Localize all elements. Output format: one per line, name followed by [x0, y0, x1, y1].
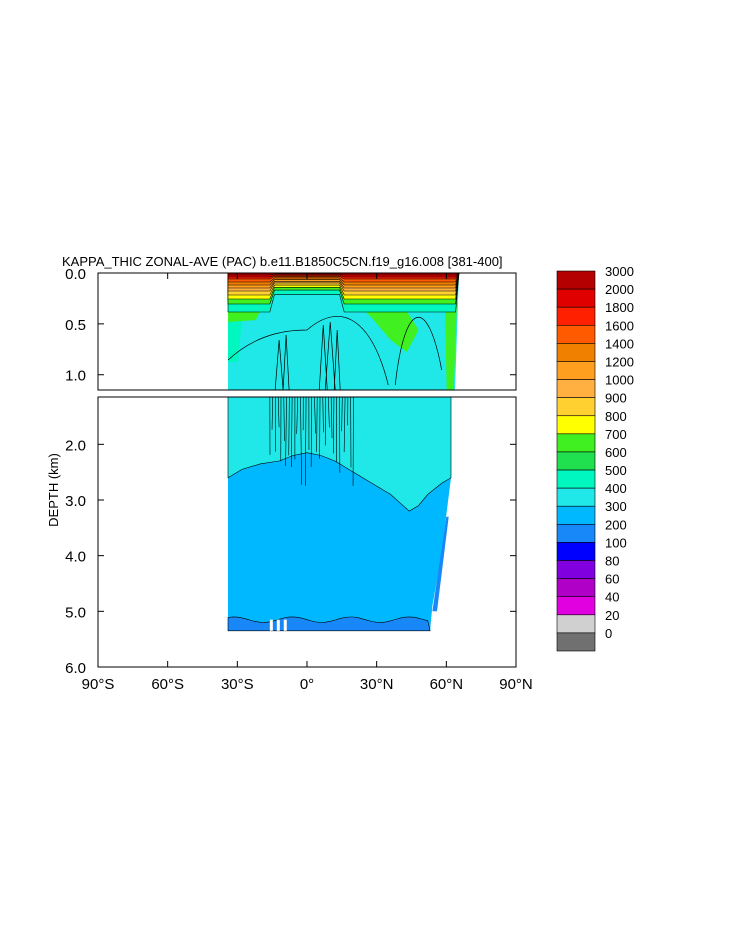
- colorbar-swatch: [556, 524, 596, 543]
- colorbar-swatch: [556, 324, 596, 344]
- colorbar-swatch: [556, 288, 596, 308]
- tropical-column-0: [274, 339, 284, 390]
- y-axis-label: DEPTH (km): [46, 453, 61, 527]
- deep-column-line: [314, 397, 316, 434]
- colorbar-swatch: [556, 542, 596, 561]
- deep-column-line: [343, 397, 346, 453]
- colorbar-label: 100: [605, 535, 627, 550]
- colorbar-label: 300: [605, 499, 627, 514]
- tropical-column-1: [282, 334, 290, 390]
- tropical-column-4: [333, 329, 341, 390]
- x-tick-label: 60°N: [430, 676, 464, 693]
- bathymetry-gap-2: [283, 619, 287, 631]
- y-tick-label: 0.0: [65, 266, 86, 283]
- deep-column-line: [300, 397, 302, 485]
- deep-column-line: [322, 397, 324, 433]
- bathymetry-gap-0: [269, 619, 273, 631]
- colorbar-label: 3000: [605, 264, 634, 279]
- colorbar-label: 80: [605, 554, 619, 569]
- contour-line: [227, 316, 389, 386]
- colorbar: 3000200018001600140012001000900800700600…: [556, 264, 634, 652]
- colorbar-swatch: [556, 560, 596, 579]
- upper-panel-fields: [227, 273, 460, 390]
- y-tick-label: 4.0: [65, 549, 86, 566]
- colorbar-label: 60: [605, 572, 619, 587]
- deep-column-line: [305, 397, 307, 486]
- colorbar-swatch: [556, 433, 596, 453]
- x-tick-label: 30°N: [360, 676, 394, 693]
- colorbar-label: 40: [605, 590, 619, 605]
- tropical-column-2: [318, 324, 328, 390]
- colorbar-label: 0: [605, 626, 612, 641]
- colorbar-label: 500: [605, 463, 627, 478]
- deep-column-line: [288, 397, 290, 456]
- y-tick-label: 2.0: [65, 437, 86, 454]
- deep-column-line: [328, 397, 330, 428]
- colorbar-swatch: [556, 632, 596, 652]
- colorbar-label: 900: [605, 391, 627, 406]
- colorbar-label: 1600: [605, 318, 634, 333]
- colorbar-label: 800: [605, 409, 627, 424]
- colorbar-swatch: [556, 270, 596, 290]
- colorbar-label: 1000: [605, 373, 634, 388]
- tropical-column-3: [324, 321, 336, 390]
- colorbar-label: 200: [605, 517, 627, 532]
- deep-column-line: [271, 397, 273, 430]
- deep-column-line: [341, 397, 343, 432]
- deep-column-line: [283, 397, 285, 442]
- colorbar-swatch: [556, 451, 596, 471]
- x-tick-label: 0°: [300, 676, 314, 693]
- deep-column-line: [316, 397, 318, 452]
- colorbar-swatch: [556, 379, 596, 398]
- deep-column-line: [333, 397, 335, 454]
- y-tick-label: 6.0: [65, 660, 86, 677]
- colorbar-swatch: [556, 361, 596, 380]
- colorbar-label: 1200: [605, 354, 634, 369]
- colorbar-swatch: [556, 614, 596, 634]
- deep-column-line: [330, 397, 333, 439]
- axes: 90°S 60°S 30°S 0° 30°N 60°N 90°N 0.0 0.5 1.0 2.0 3.…: [65, 266, 533, 693]
- y-tick-label: 3.0: [65, 493, 86, 510]
- deep-column-line: [310, 397, 312, 467]
- y-tick-label: 0.5: [65, 317, 86, 334]
- colorbar-label: 400: [605, 481, 627, 496]
- chart-title: KAPPA_THIC ZONAL-AVE (PAC) b.e11.B1850C5…: [62, 254, 503, 269]
- deep-column-line: [296, 397, 299, 434]
- colorbar-label: 1400: [605, 336, 634, 351]
- field-boundary-green: [445, 300, 457, 390]
- x-tick-label: 90°N: [499, 676, 533, 693]
- colorbar-label: 1800: [605, 300, 634, 315]
- colorbar-swatch: [556, 487, 596, 507]
- colorbar-swatch: [556, 306, 596, 326]
- y-tick-label: 1.0: [65, 368, 86, 385]
- deep-column-line: [277, 397, 280, 428]
- field-east-boundary: [432, 516, 449, 612]
- deep-column-line: [285, 397, 287, 466]
- colorbar-label: 20: [605, 608, 619, 623]
- lower-panel-fields: [227, 397, 452, 632]
- deep-column-line: [291, 397, 293, 467]
- contour-line-east: [394, 317, 443, 386]
- colorbar-swatch: [556, 397, 596, 417]
- colorbar-label: 2000: [605, 282, 634, 297]
- y-tick-label: 5.0: [65, 604, 86, 621]
- colorbar-label: 700: [605, 427, 627, 442]
- colorbar-label: 600: [605, 445, 627, 460]
- colorbar-swatch: [556, 596, 596, 616]
- colorbar-swatch: [556, 578, 596, 598]
- colorbar-swatch: [556, 469, 596, 489]
- bathymetry-gap-1: [276, 619, 280, 631]
- x-tick-label: 30°S: [221, 676, 254, 693]
- tropical-columns: [274, 321, 341, 390]
- x-tick-label: 90°S: [82, 676, 115, 693]
- colorbar-swatch: [556, 505, 596, 525]
- x-tick-label: 60°S: [151, 676, 184, 693]
- deep-tropical-columns: [269, 397, 354, 486]
- colorbar-swatch: [556, 343, 596, 362]
- colorbar-swatch: [556, 415, 596, 435]
